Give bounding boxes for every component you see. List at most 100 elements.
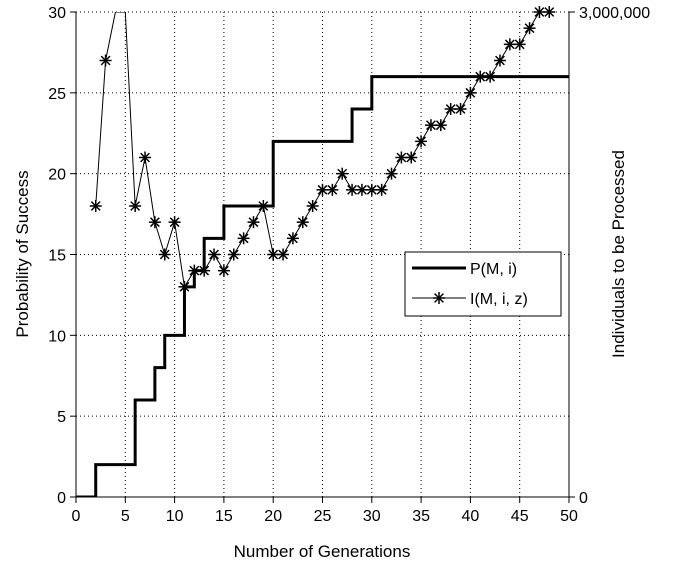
x-tick-label: 40 bbox=[462, 508, 480, 525]
y-tick-labels: 0 5 10 15 20 25 30 bbox=[48, 5, 76, 507]
star-stroke bbox=[434, 293, 444, 303]
star-stroke bbox=[534, 7, 545, 17]
star-stroke bbox=[386, 168, 397, 179]
series-i-marker bbox=[336, 167, 349, 180]
star-stroke bbox=[357, 184, 367, 195]
series-i-marker bbox=[405, 151, 418, 164]
series-i-marker bbox=[129, 200, 142, 212]
star-stroke bbox=[287, 233, 298, 244]
star-stroke bbox=[100, 55, 111, 66]
series-i-marker bbox=[208, 248, 221, 261]
series-i-marker bbox=[257, 200, 270, 212]
legend-star-marker bbox=[433, 292, 445, 304]
y2-tick-labels: 0 3,000,000 bbox=[569, 5, 650, 507]
series-i-marker bbox=[139, 151, 152, 164]
star-stroke bbox=[426, 120, 436, 131]
series-i-marker bbox=[513, 38, 526, 51]
star-stroke bbox=[130, 201, 141, 211]
star-stroke bbox=[514, 39, 525, 50]
star-stroke bbox=[140, 152, 150, 163]
star-stroke bbox=[228, 249, 239, 260]
series-i-marker bbox=[306, 200, 319, 212]
gridlines bbox=[76, 11, 569, 497]
series-i-marker bbox=[158, 248, 171, 261]
y-tick-label: 15 bbox=[48, 248, 66, 265]
star-stroke bbox=[396, 152, 407, 163]
star-stroke bbox=[209, 249, 219, 260]
series-i-marker bbox=[148, 216, 161, 229]
series-i-marker bbox=[464, 86, 477, 99]
series-i-marker bbox=[533, 6, 546, 18]
star-stroke bbox=[376, 184, 387, 195]
y2-axis-title: Individuals to be Processed bbox=[609, 150, 628, 358]
series-i-marker bbox=[99, 54, 112, 67]
star-stroke bbox=[90, 201, 101, 211]
series-i-marker bbox=[286, 232, 299, 245]
series-i-marker bbox=[168, 216, 181, 229]
series-i-line bbox=[95, 12, 550, 289]
star-stroke bbox=[416, 136, 427, 147]
star-stroke bbox=[504, 39, 515, 50]
series-i-marker bbox=[326, 183, 339, 196]
x-tick-label: 20 bbox=[264, 508, 282, 525]
series-p-path bbox=[76, 75, 569, 497]
y-tick-label: 10 bbox=[48, 328, 66, 345]
x-tick-label: 5 bbox=[121, 508, 130, 525]
star-stroke bbox=[495, 55, 505, 66]
star-stroke bbox=[159, 249, 170, 260]
y-tick-label: 20 bbox=[48, 167, 66, 184]
series-i-marker bbox=[385, 167, 398, 180]
star-stroke bbox=[445, 104, 456, 114]
star-stroke bbox=[169, 217, 180, 228]
series-i-marker bbox=[454, 103, 467, 115]
star-stroke bbox=[524, 23, 535, 34]
x-tick-label: 25 bbox=[314, 508, 332, 525]
y2-tick-label: 3,000,000 bbox=[579, 5, 650, 22]
series-p-line bbox=[76, 75, 569, 497]
star-stroke bbox=[337, 168, 348, 179]
series-i-marker bbox=[277, 248, 290, 261]
star-stroke bbox=[179, 281, 190, 292]
series-i-markers bbox=[89, 6, 556, 293]
star-stroke bbox=[455, 104, 466, 114]
star-stroke bbox=[406, 152, 417, 163]
x-tick-label: 0 bbox=[72, 508, 81, 525]
legend: P(M, i) I(M, i, z) bbox=[404, 251, 562, 317]
star-stroke bbox=[544, 7, 555, 17]
y-axis-title: Probability of Success bbox=[13, 170, 32, 337]
x-tick-label: 45 bbox=[511, 508, 529, 525]
star-stroke bbox=[189, 265, 200, 276]
star-stroke bbox=[347, 184, 358, 195]
series-i-marker bbox=[474, 70, 487, 83]
x-tick-labels: 0 5 10 15 20 25 30 35 40 45 50 bbox=[72, 497, 578, 525]
star-stroke bbox=[218, 265, 229, 276]
series-i-marker bbox=[424, 119, 437, 132]
star-stroke bbox=[199, 265, 210, 276]
series-i-marker bbox=[217, 264, 230, 277]
star-stroke bbox=[307, 201, 318, 211]
series-i-marker bbox=[493, 54, 506, 67]
series-i-marker bbox=[178, 280, 191, 293]
y2-tick-label: 0 bbox=[579, 490, 588, 507]
series-i-marker bbox=[198, 264, 211, 277]
y-tick-label: 0 bbox=[57, 490, 66, 507]
star-stroke bbox=[238, 233, 249, 244]
star-stroke bbox=[475, 71, 486, 82]
star-stroke bbox=[278, 249, 288, 260]
legend-label-p: P(M, i) bbox=[470, 261, 517, 278]
star-stroke bbox=[258, 201, 269, 211]
y-tick-label: 25 bbox=[48, 86, 66, 103]
star-stroke bbox=[327, 184, 338, 195]
series-i-marker bbox=[543, 6, 556, 18]
star-stroke bbox=[317, 184, 328, 195]
x-tick-label: 50 bbox=[560, 508, 578, 525]
series-i-marker bbox=[523, 22, 536, 35]
series-i-marker bbox=[237, 232, 250, 245]
star-stroke bbox=[248, 217, 259, 228]
x-axis-title: Number of Generations bbox=[234, 542, 411, 561]
star-stroke bbox=[297, 217, 308, 228]
legend-label-i: I(M, i, z) bbox=[470, 291, 528, 308]
star-stroke bbox=[149, 217, 160, 228]
series-i-marker bbox=[484, 70, 497, 83]
